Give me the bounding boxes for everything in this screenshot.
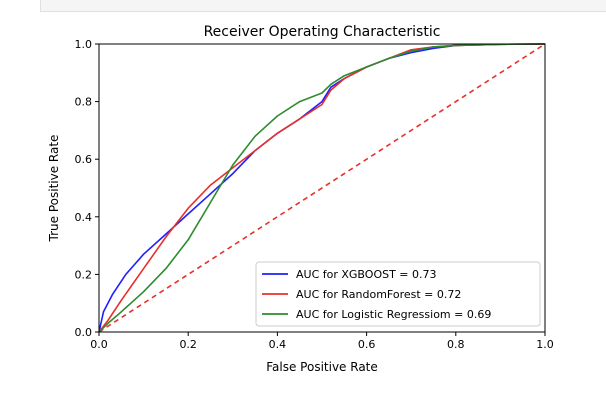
x-axis-label: False Positive Rate [266,360,378,374]
notebook-cell-strip [40,0,606,12]
x-tick-label: 0.6 [358,338,376,351]
y-tick-label: 0.0 [75,326,93,339]
x-tick-label: 0.8 [447,338,465,351]
legend-box [255,261,541,327]
x-axis: 0.0 0.2 0.4 0.6 0.8 1.0 [90,332,554,351]
reference-diagonal-line [98,43,546,333]
chart-title: Receiver Operating Characteristic [204,24,441,40]
x-tick-label: 0.0 [90,338,108,351]
legend-label-2: AUC for Logistic Regressiom = 0.69 [296,308,491,321]
y-axis-label: True Positive Rate [47,135,61,243]
plot-area [98,43,546,333]
y-tick-label: 0.6 [75,153,93,166]
y-tick-label: 1.0 [75,38,93,51]
y-axis: 0.0 0.2 0.4 0.6 0.8 1.0 [75,38,99,339]
legend-label-1: AUC for RandomForest = 0.72 [296,288,461,301]
y-tick-label: 0.2 [75,268,93,281]
y-tick-label: 0.4 [75,211,93,224]
series-line-2 [98,43,546,333]
x-tick-label: 1.0 [536,338,554,351]
x-tick-label: 0.4 [269,338,287,351]
legend-label-0: AUC for XGBOOST = 0.73 [296,268,437,281]
x-tick-label: 0.2 [179,338,197,351]
y-tick-label: 0.8 [75,96,93,109]
plot-frame [98,43,546,333]
legend: AUC for XGBOOST = 0.73 AUC for RandomFore… [255,261,541,327]
